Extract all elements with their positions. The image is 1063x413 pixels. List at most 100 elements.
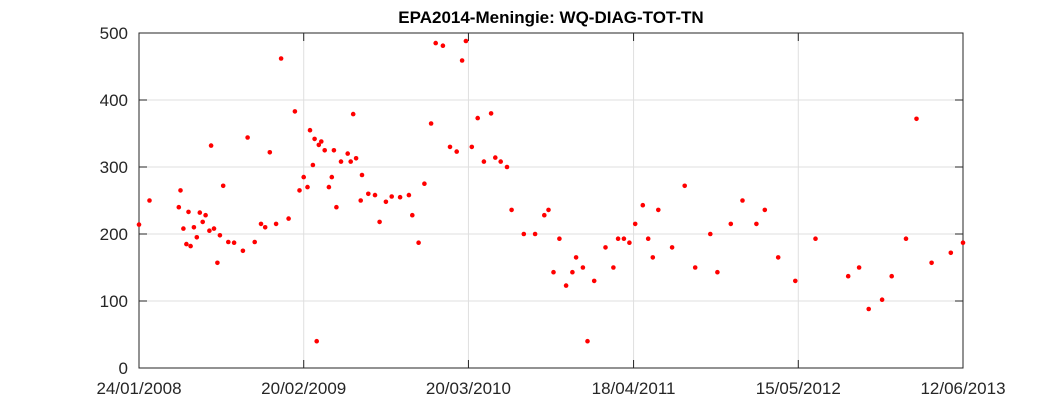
grid-lines	[138, 32, 964, 369]
data-point	[178, 188, 183, 193]
axes	[138, 32, 964, 369]
data-point	[692, 265, 698, 270]
data-point	[220, 183, 226, 189]
y-tick-label: 400	[100, 91, 128, 110]
data-point	[570, 269, 575, 275]
data-point	[286, 216, 291, 221]
data-point	[715, 269, 720, 275]
data-point	[669, 245, 675, 250]
data-point	[416, 240, 421, 245]
data-point	[184, 241, 189, 247]
data-point	[136, 222, 142, 227]
data-point	[682, 183, 687, 189]
data-point	[557, 236, 562, 241]
data-point	[611, 265, 616, 270]
data-point	[627, 240, 632, 245]
data-point	[948, 250, 954, 256]
data-point	[358, 198, 364, 203]
data-point	[197, 210, 203, 215]
data-point	[406, 192, 412, 198]
data-point	[267, 150, 273, 155]
data-point	[603, 245, 608, 250]
data-point	[331, 148, 337, 153]
y-tick-label: 300	[100, 158, 128, 177]
x-tick-label: 20/03/2010	[426, 379, 511, 398]
data-point	[191, 225, 197, 230]
data-point	[366, 191, 371, 197]
data-point	[203, 212, 208, 218]
x-tick-label: 18/04/2011	[592, 379, 676, 398]
data-point	[252, 239, 257, 245]
axes-box	[138, 32, 964, 369]
data-point	[889, 273, 894, 279]
data-point	[319, 139, 324, 144]
data-point	[585, 338, 590, 344]
data-point	[903, 236, 909, 241]
data-point	[186, 209, 191, 215]
data-point	[372, 192, 378, 198]
data-point	[334, 204, 339, 210]
data-point	[211, 226, 217, 231]
data-point	[532, 231, 538, 237]
data-point	[428, 121, 434, 126]
data-point	[866, 306, 871, 312]
data-point	[262, 225, 268, 230]
data-point	[188, 243, 193, 249]
data-point	[573, 255, 579, 260]
data-point	[879, 297, 885, 303]
data-point	[469, 144, 475, 150]
data-point	[350, 111, 356, 117]
data-point	[314, 338, 320, 344]
data-point	[353, 156, 359, 161]
data-point	[312, 136, 317, 142]
data-point	[546, 207, 551, 213]
chart-title: EPA2014-Meningie: WQ-DIAG-TOT-TN	[398, 8, 703, 27]
data-point	[359, 172, 365, 178]
data-point	[410, 212, 415, 218]
data-point	[521, 231, 527, 237]
data-point	[488, 111, 494, 116]
data-point	[813, 236, 818, 241]
data-point	[563, 283, 569, 288]
x-tick-label: 12/06/2013	[920, 379, 1005, 398]
plot-area	[139, 33, 963, 368]
data-point	[493, 155, 498, 160]
data-point	[504, 164, 510, 170]
data-point	[338, 159, 344, 164]
data-point	[754, 221, 759, 227]
data-point	[621, 236, 627, 241]
data-point	[845, 273, 851, 279]
data-point	[454, 149, 460, 154]
data-point	[273, 221, 279, 227]
data-point	[762, 207, 768, 213]
data-point	[775, 255, 781, 260]
data-point	[440, 43, 446, 48]
data-point	[176, 204, 182, 210]
data-point	[551, 269, 556, 275]
tick-labels: 24/01/2008 20/02/2009 20/03/2010 18/04/2011…	[96, 24, 1005, 398]
data-point	[498, 159, 504, 164]
data-point	[645, 236, 651, 241]
data-point	[292, 109, 298, 114]
data-point	[960, 240, 966, 245]
data-point	[217, 233, 223, 238]
data-point	[181, 226, 186, 231]
data-point	[463, 38, 469, 44]
data-point	[377, 219, 382, 225]
data-point	[591, 278, 597, 284]
data-point	[278, 56, 284, 61]
data-point	[433, 40, 439, 46]
x-tick-label: 24/01/2008	[96, 379, 181, 398]
data-point	[708, 231, 713, 237]
data-point	[329, 174, 335, 180]
data-point	[258, 221, 264, 227]
data-point	[929, 260, 934, 266]
data-point	[307, 127, 313, 133]
data-point	[305, 184, 310, 190]
data-points	[136, 38, 966, 344]
data-point	[509, 207, 514, 213]
data-point	[245, 135, 250, 140]
data-point	[226, 239, 231, 245]
